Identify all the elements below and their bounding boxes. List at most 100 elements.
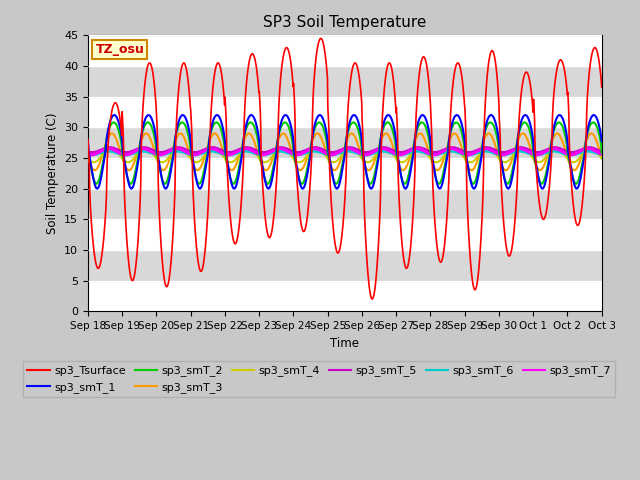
sp3_Tsurface [492, 64, 500, 70]
sp3_smT_3 [194, 168, 202, 173]
sp3_smT_5 [256, 149, 264, 155]
sp3_smT_1 [537, 183, 545, 189]
sp3_Tsurface [198, 267, 206, 273]
sp3_smT_4 [261, 159, 269, 165]
sp3_smT_2 [589, 120, 597, 125]
Bar [88, 127, 602, 158]
sp3_smT_4 [492, 152, 500, 157]
Line: sp3_smT_6: sp3_smT_6 [88, 151, 602, 155]
sp3_Tsurface [598, 84, 605, 90]
Bar [88, 219, 602, 250]
sp3_smT_2 [198, 174, 206, 180]
Bar [88, 158, 602, 189]
sp3_smT_4 [198, 156, 206, 161]
sp3_smT_3 [492, 145, 500, 151]
sp3_smT_6 [396, 152, 403, 158]
Line: sp3_smT_2: sp3_smT_2 [88, 122, 602, 184]
sp3_smT_7 [396, 152, 403, 158]
sp3_smT_6 [492, 151, 500, 156]
sp3_Tsurface [368, 296, 376, 302]
sp3_smT_6 [186, 152, 193, 157]
sp3_smT_7 [538, 151, 545, 156]
sp3_smT_1 [492, 119, 499, 125]
sp3_smT_7 [186, 151, 193, 157]
sp3_smT_2 [84, 150, 92, 156]
sp3_Tsurface [84, 137, 92, 143]
sp3_smT_6 [198, 150, 206, 156]
sp3_Tsurface [256, 95, 264, 100]
Y-axis label: Soil Temperature (C): Soil Temperature (C) [45, 112, 58, 234]
sp3_smT_5 [346, 144, 353, 150]
X-axis label: Time: Time [330, 336, 359, 349]
sp3_smT_1 [424, 124, 432, 130]
Bar [88, 96, 602, 127]
sp3_smT_1 [198, 182, 206, 188]
sp3_smT_3 [598, 155, 605, 160]
sp3_Tsurface [186, 95, 193, 100]
Legend: sp3_Tsurface, sp3_smT_1, sp3_smT_2, sp3_smT_3, sp3_smT_4, sp3_smT_5, sp3_smT_6, : sp3_Tsurface, sp3_smT_1, sp3_smT_2, sp3_… [23, 361, 615, 397]
sp3_smT_1 [256, 144, 264, 149]
sp3_smT_5 [538, 149, 545, 155]
sp3_smT_2 [492, 128, 499, 134]
Bar [88, 36, 602, 66]
sp3_smT_6 [379, 148, 387, 154]
sp3_smT_2 [537, 180, 545, 186]
sp3_smT_6 [256, 152, 264, 157]
Bar [88, 250, 602, 281]
Line: sp3_smT_7: sp3_smT_7 [88, 149, 602, 155]
sp3_smT_4 [538, 159, 545, 165]
sp3_smT_3 [425, 149, 433, 155]
sp3_smT_4 [186, 155, 193, 160]
sp3_smT_3 [177, 131, 184, 136]
sp3_smT_7 [379, 146, 387, 152]
sp3_smT_1 [573, 186, 580, 192]
sp3_smT_1 [84, 138, 92, 144]
sp3_smT_4 [425, 154, 433, 159]
sp3_smT_7 [256, 152, 264, 157]
Line: sp3_Tsurface: sp3_Tsurface [88, 38, 602, 299]
Line: sp3_smT_1: sp3_smT_1 [88, 115, 602, 189]
Line: sp3_smT_5: sp3_smT_5 [88, 147, 602, 153]
Line: sp3_smT_4: sp3_smT_4 [88, 147, 602, 162]
sp3_smT_5 [84, 149, 92, 155]
Title: SP3 Soil Temperature: SP3 Soil Temperature [263, 15, 426, 30]
sp3_smT_6 [84, 152, 92, 157]
sp3_smT_1 [598, 138, 605, 144]
sp3_smT_6 [538, 151, 545, 157]
Bar [88, 281, 602, 311]
sp3_smT_4 [598, 156, 605, 161]
sp3_smT_4 [84, 156, 92, 161]
sp3_smT_4 [256, 156, 264, 162]
sp3_smT_2 [93, 181, 100, 187]
sp3_smT_5 [186, 148, 193, 154]
sp3_smT_7 [198, 149, 206, 155]
sp3_smT_3 [257, 158, 264, 164]
sp3_smT_3 [186, 153, 194, 158]
sp3_smT_3 [538, 167, 545, 173]
sp3_smT_5 [425, 148, 433, 154]
sp3_smT_4 [244, 144, 252, 150]
sp3_smT_6 [598, 152, 605, 157]
Bar [88, 66, 602, 96]
sp3_smT_5 [598, 149, 605, 155]
sp3_smT_2 [598, 150, 605, 156]
sp3_smT_7 [84, 151, 92, 157]
sp3_smT_3 [199, 159, 207, 165]
sp3_smT_2 [256, 154, 264, 159]
sp3_smT_5 [328, 150, 336, 156]
sp3_smT_6 [425, 151, 433, 157]
sp3_Tsurface [425, 80, 433, 86]
sp3_smT_7 [425, 151, 433, 156]
Text: TZ_osu: TZ_osu [95, 43, 145, 56]
sp3_smT_2 [186, 142, 194, 147]
sp3_smT_5 [492, 148, 500, 154]
Bar [88, 189, 602, 219]
sp3_smT_1 [186, 131, 193, 137]
sp3_smT_3 [84, 155, 92, 160]
sp3_smT_5 [198, 148, 206, 154]
sp3_smT_7 [492, 150, 500, 156]
sp3_Tsurface [538, 212, 545, 218]
sp3_smT_7 [598, 151, 605, 157]
sp3_Tsurface [317, 36, 324, 41]
Line: sp3_smT_3: sp3_smT_3 [88, 133, 602, 170]
